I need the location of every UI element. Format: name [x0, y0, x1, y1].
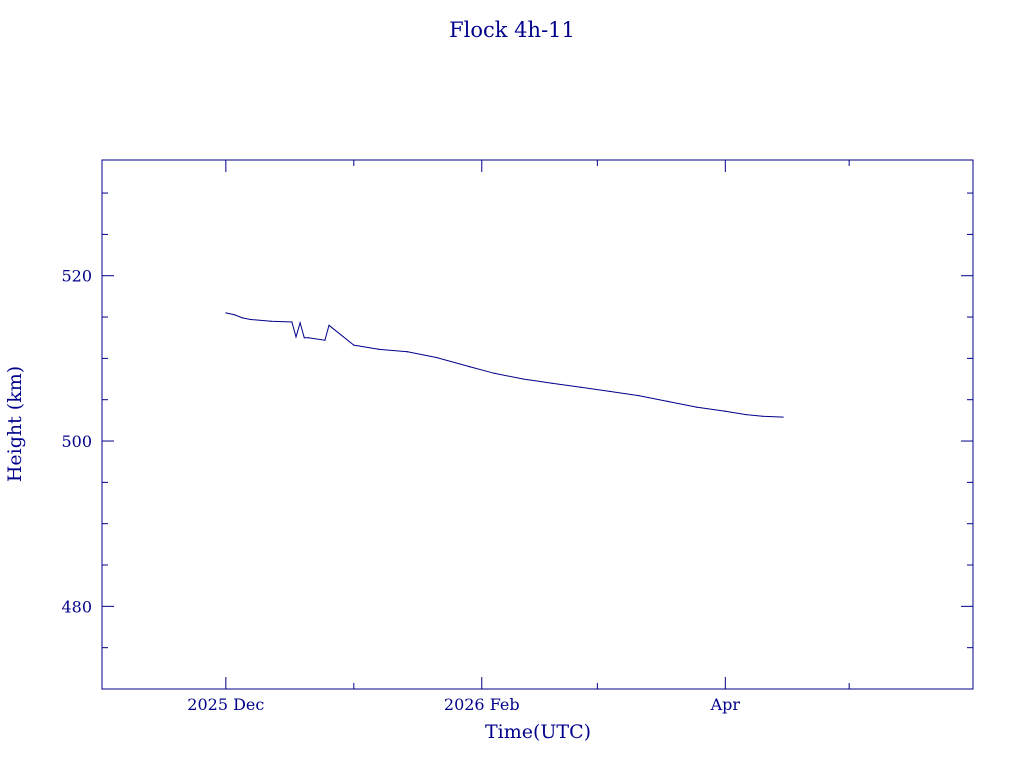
- series-line: [225, 312, 784, 418]
- data-point: [303, 337, 305, 339]
- data-point: [638, 394, 640, 397]
- y-tick-label: 500: [61, 432, 92, 451]
- x-tick-label: 2025 Dec: [187, 695, 264, 714]
- data-point: [761, 415, 764, 417]
- data-point: [493, 372, 495, 374]
- data-point: [609, 390, 611, 393]
- data-point: [522, 378, 524, 380]
- data-point: [580, 386, 582, 388]
- data-point: [324, 339, 326, 341]
- data-point: [468, 366, 470, 368]
- data-point: [270, 320, 272, 322]
- chart-title: Flock 4h-11: [449, 18, 575, 42]
- data-point: [225, 312, 227, 314]
- x-tick-label: 2026 Feb: [444, 695, 520, 714]
- data-point: [353, 344, 355, 346]
- data-point: [328, 324, 330, 326]
- x-axis-label: Time(UTC): [485, 721, 591, 743]
- data-point: [435, 356, 437, 359]
- data-point: [307, 337, 309, 339]
- plot-frame: [101, 159, 974, 690]
- axis-tick-labels: 480 500 520 2025 Dec 2026 Feb Apr: [61, 267, 740, 714]
- axis-ticks: [101, 160, 973, 690]
- data-point: [299, 322, 301, 324]
- series-layer: [225, 312, 784, 418]
- data-point: [551, 382, 553, 384]
- data-point: [724, 410, 726, 412]
- y-tick-label: 520: [61, 267, 92, 286]
- y-axis-label: Height (km): [4, 366, 26, 482]
- x-tick-label: Apr: [710, 695, 741, 714]
- data-point: [406, 351, 409, 353]
- data-point: [782, 416, 784, 418]
- data-point: [377, 348, 380, 350]
- data-point: [666, 400, 669, 402]
- data-point: [233, 313, 235, 316]
- y-tick-label: 480: [61, 597, 92, 616]
- data-point: [241, 317, 243, 319]
- data-point: [291, 321, 293, 323]
- data-point: [695, 406, 698, 408]
- data-point: [295, 336, 297, 338]
- data-point: [250, 318, 252, 321]
- data-point: [745, 413, 747, 416]
